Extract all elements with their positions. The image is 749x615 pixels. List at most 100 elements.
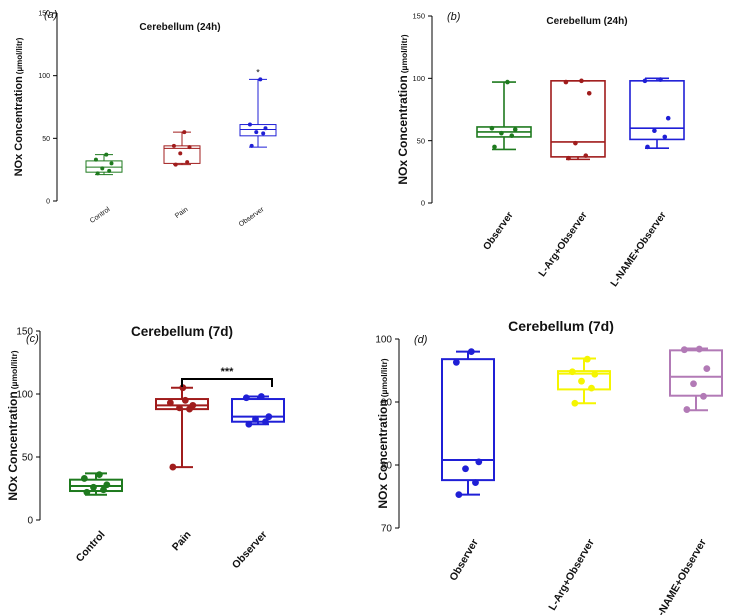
y-tick-label: 100 xyxy=(16,390,33,401)
data-point xyxy=(83,488,91,496)
chart-panel-d: 70 80 90 100 NOx Concentration (µmol/litr) Cer… xyxy=(375,318,723,615)
y-tick-label: 50 xyxy=(417,136,425,145)
y-tick-label: 100 xyxy=(375,335,392,346)
data-point xyxy=(700,392,707,400)
y-tick-label: 50 xyxy=(22,453,34,464)
data-point xyxy=(247,122,252,127)
y-tick-label: 150 xyxy=(16,327,33,338)
box-series-l-arg-observer xyxy=(557,355,611,407)
x-category-label: L-NAME+Observer xyxy=(609,210,669,289)
data-point xyxy=(257,393,265,400)
data-point xyxy=(178,151,183,156)
data-point xyxy=(109,161,114,166)
box-series-pain xyxy=(163,130,201,167)
panel-label: (d) xyxy=(414,334,428,346)
y-axis-label-main: NOx Concentration xyxy=(6,391,20,500)
box-series-observer xyxy=(476,79,532,151)
data-point xyxy=(472,479,479,487)
data-point xyxy=(263,126,268,131)
data-point xyxy=(104,152,109,157)
x-category-label: Control xyxy=(89,206,112,225)
data-point xyxy=(95,471,103,479)
data-point xyxy=(95,171,100,176)
box-series-observer xyxy=(441,348,495,499)
box-iqr xyxy=(231,398,285,423)
data-point xyxy=(586,90,592,96)
data-point xyxy=(588,384,595,392)
box-iqr xyxy=(669,349,723,397)
data-point xyxy=(242,394,250,402)
y-axis-label-main: NOx Concentration xyxy=(376,399,390,508)
data-point xyxy=(262,418,269,426)
box-series-l-arg-observer xyxy=(550,78,606,161)
data-point xyxy=(254,130,259,135)
data-point xyxy=(258,77,263,82)
y-tick-label: 150 xyxy=(412,12,425,21)
data-point xyxy=(185,160,190,165)
data-point xyxy=(680,346,688,354)
data-point xyxy=(583,153,589,158)
significance-bracket xyxy=(181,378,273,387)
y-axis-label: NOx Concentration (µmol/litr) xyxy=(13,37,25,176)
data-point xyxy=(100,486,107,494)
data-point xyxy=(512,127,518,132)
box-iqr xyxy=(629,80,685,141)
data-point xyxy=(690,380,697,388)
significance-marker: *** xyxy=(221,366,235,378)
x-category-label: Pain xyxy=(174,206,190,220)
data-point xyxy=(455,491,463,499)
data-point xyxy=(249,143,254,148)
data-point xyxy=(462,465,469,473)
data-point xyxy=(573,140,578,146)
data-point xyxy=(90,483,97,491)
data-point xyxy=(652,128,657,133)
data-point xyxy=(187,145,192,150)
data-point xyxy=(505,79,510,85)
data-point xyxy=(261,131,266,136)
data-point xyxy=(166,399,174,407)
data-point xyxy=(182,130,187,135)
data-point xyxy=(245,420,253,428)
data-point xyxy=(173,162,178,167)
y-tick-label: 70 xyxy=(381,524,393,535)
data-point xyxy=(467,348,475,355)
data-point xyxy=(568,368,576,376)
data-point xyxy=(499,130,504,136)
data-point xyxy=(683,406,691,413)
data-point xyxy=(703,365,711,373)
box-iqr xyxy=(163,145,201,164)
y-tick-label: 0 xyxy=(27,516,33,527)
x-category-label: Observer xyxy=(447,537,480,583)
data-point xyxy=(103,481,111,489)
data-point xyxy=(642,78,648,84)
box-series-control xyxy=(85,152,123,176)
data-point xyxy=(665,115,671,121)
x-category-label: L-NAME+Observer xyxy=(652,537,709,615)
box-series-l-name-observer xyxy=(629,77,685,150)
data-point xyxy=(80,475,88,482)
data-point xyxy=(265,413,273,421)
box-iqr xyxy=(550,80,606,158)
x-category-label: L-Arg+Observer xyxy=(546,537,597,612)
data-point xyxy=(591,370,599,378)
data-point xyxy=(93,157,98,162)
y-tick-label: 80 xyxy=(381,461,393,472)
y-tick-label: 0 xyxy=(421,199,425,208)
data-point xyxy=(107,168,112,173)
y-axis-label-unit: (µmol/litr) xyxy=(15,37,24,74)
x-category-label: Control xyxy=(74,529,108,565)
data-point xyxy=(566,155,571,161)
box-iqr xyxy=(441,358,495,482)
y-axis-label: NOx Concentration (µmol/litr) xyxy=(6,350,20,500)
y-tick-label: 150 xyxy=(38,10,50,17)
box-series-control xyxy=(69,471,123,496)
data-point xyxy=(189,401,197,409)
data-point xyxy=(571,399,579,407)
chart-panel-b: 0 50 100 150 NOx Concentration (µmol/litr) Cer… xyxy=(396,11,685,289)
data-point xyxy=(492,144,497,150)
data-point xyxy=(475,458,483,466)
y-tick-label: 50 xyxy=(42,136,50,143)
box-series-observer xyxy=(231,393,285,428)
chart-title: Cerebellum (7d) xyxy=(131,324,233,339)
y-tick-label: 100 xyxy=(38,73,50,80)
